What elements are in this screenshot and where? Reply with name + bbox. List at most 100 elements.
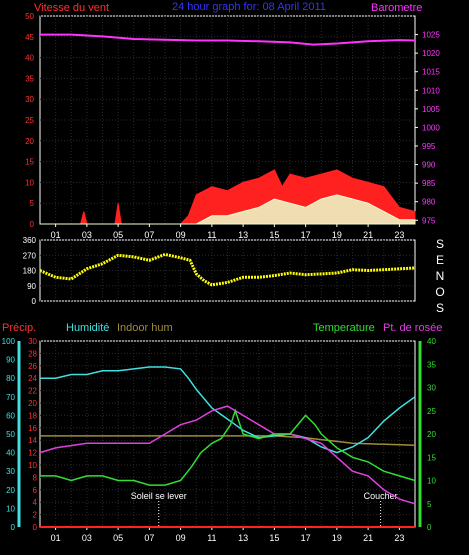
wind-tick-label: 30 (25, 95, 34, 104)
precip-tick-label: 10 (28, 461, 37, 470)
precip-tick-label: 14 (28, 436, 37, 445)
temperature-tick-label: 20 (427, 430, 436, 439)
dewpoint-axis-label: Pt. de rosée (383, 322, 442, 334)
x-tick-label: 01 (51, 533, 61, 543)
humidity-tick-label: 50 (6, 430, 15, 439)
wind-tick-label: 10 (25, 178, 34, 187)
x-tick-label: 17 (301, 230, 311, 240)
compass-letter: N (436, 269, 445, 283)
x-tick-label: 09 (176, 230, 186, 240)
direction-tick-label: 90 (27, 282, 36, 291)
series-wind-direction (39, 252, 416, 287)
series-dewpoint (39, 405, 416, 505)
x-tick-label: 15 (269, 533, 279, 543)
precip-tick-label: 28 (28, 349, 37, 358)
x-tick-label: 11 (207, 230, 216, 240)
precip-tick-label: 4 (33, 498, 38, 507)
x-tick-label: 21 (363, 230, 373, 240)
baro-tick-label: 1015 (422, 68, 440, 77)
humidity-tick-label: 30 (6, 467, 15, 476)
humidity-tick-label: 60 (6, 411, 15, 420)
precip-tick-label: 12 (28, 449, 37, 458)
wind-tick-label: 50 (25, 12, 34, 21)
temperature-tick-label: 25 (427, 407, 436, 416)
temperature-tick-label: 5 (427, 500, 432, 509)
sun-event-label: Soleil se lever (131, 491, 187, 501)
x-tick-label: 13 (238, 533, 248, 543)
indoor-hum-axis-label: Indoor hum (117, 322, 173, 334)
precip-tick-label: 30 (28, 337, 37, 346)
wind-tick-label: 35 (25, 74, 34, 83)
x-tick-label: 23 (394, 533, 404, 543)
x-tick-label: 17 (301, 533, 311, 543)
chart-title: 24 hour graph for: 08 April 2011 (172, 1, 326, 13)
baro-tick-label: 1000 (422, 123, 440, 132)
temperature-tick-label: 15 (427, 453, 436, 462)
wind-tick-label: 25 (25, 116, 34, 125)
temperature-tick-label: 30 (427, 384, 436, 393)
x-tick-label: 11 (207, 533, 216, 543)
temperature-axis-label: Temperature (313, 322, 375, 334)
humidity-tick-label: 80 (6, 374, 15, 383)
baro-tick-label: 980 (422, 198, 436, 207)
humidity-axis-label: Humidité (66, 322, 109, 334)
humidity-tick-label: 40 (6, 449, 15, 458)
baro-tick-label: 995 (422, 142, 436, 151)
x-tick-label: 05 (113, 533, 123, 543)
baro-tick-label: 1020 (422, 49, 440, 58)
baro-tick-label: 1005 (422, 105, 440, 114)
precip-tick-label: 22 (28, 387, 37, 396)
direction-tick-label: 270 (23, 251, 37, 260)
wind-tick-label: 40 (25, 54, 34, 63)
temperature-tick-label: 40 (427, 337, 436, 346)
baro-axis-label: Barometre (371, 2, 422, 14)
series-humidity (40, 366, 416, 454)
x-tick-label: 03 (82, 230, 92, 240)
wind-tick-label: 5 (30, 199, 35, 208)
baro-tick-label: 975 (422, 216, 436, 225)
x-tick-label: 19 (332, 533, 342, 543)
precip-tick-label: 20 (28, 399, 37, 408)
series-wind-average (40, 194, 416, 225)
wind-tick-label: 20 (25, 137, 34, 146)
precip-tick-label: 6 (33, 486, 38, 495)
x-tick-label: 15 (269, 230, 279, 240)
compass-letter: S (436, 301, 444, 315)
series-temperature (40, 408, 416, 486)
wind-tick-label: 0 (30, 220, 35, 229)
wind-tick-label: 45 (25, 33, 34, 42)
x-tick-label: 05 (113, 230, 123, 240)
wind-tick-label: 15 (25, 158, 34, 167)
precip-tick-label: 26 (28, 362, 37, 371)
x-tick-label: 21 (363, 533, 373, 543)
x-tick-label: 19 (332, 230, 342, 240)
baro-tick-label: 990 (422, 161, 436, 170)
wind-axis-label: Vitesse du vent (34, 2, 109, 14)
compass-letter: E (436, 253, 444, 267)
x-tick-label: 13 (238, 230, 248, 240)
x-tick-label: 03 (82, 533, 92, 543)
x-tick-label: 23 (394, 230, 404, 240)
precip-tick-label: 8 (33, 473, 38, 482)
x-tick-label: 07 (144, 230, 154, 240)
compass-letter: O (435, 285, 444, 299)
baro-tick-label: 985 (422, 179, 436, 188)
precip-tick-label: 16 (28, 424, 37, 433)
precip-tick-label: 24 (28, 374, 37, 383)
compass-letter: S (436, 237, 444, 251)
temperature-tick-label: 35 (427, 360, 436, 369)
direction-tick-label: 0 (32, 297, 37, 306)
precip-tick-label: 0 (33, 523, 38, 532)
humidity-tick-label: 70 (6, 393, 15, 402)
temperature-tick-label: 0 (427, 523, 432, 532)
x-tick-label: 07 (144, 533, 154, 543)
humidity-tick-label: 100 (2, 337, 16, 346)
temperature-tick-label: 10 (427, 477, 436, 486)
humidity-tick-label: 10 (6, 504, 15, 513)
precip-tick-label: 18 (28, 411, 37, 420)
precip-tick-label: 2 (33, 511, 38, 520)
direction-tick-label: 360 (23, 236, 37, 245)
x-tick-label: 09 (176, 533, 186, 543)
sun-event-label: Coucher (364, 491, 398, 501)
